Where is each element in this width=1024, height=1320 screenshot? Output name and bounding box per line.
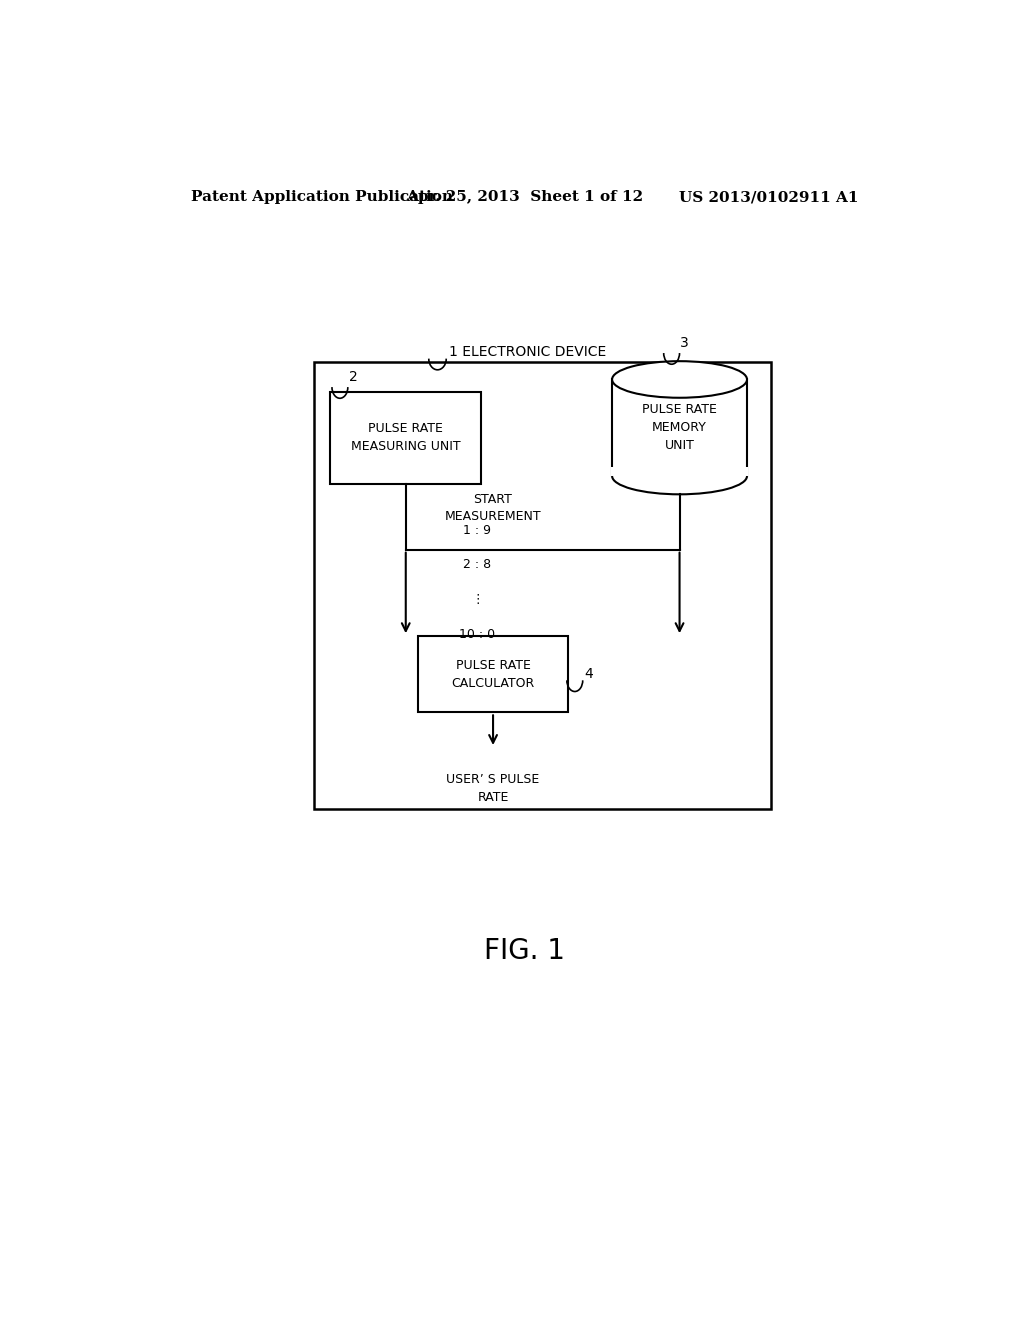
Text: 3: 3 <box>680 335 688 350</box>
Text: PULSE RATE
MEMORY
UNIT: PULSE RATE MEMORY UNIT <box>642 403 717 453</box>
Text: START
MEASUREMENT: START MEASUREMENT <box>444 494 542 523</box>
Text: Apr. 25, 2013  Sheet 1 of 12: Apr. 25, 2013 Sheet 1 of 12 <box>407 190 643 205</box>
Bar <box>418 636 568 713</box>
Text: US 2013/0102911 A1: US 2013/0102911 A1 <box>679 190 858 205</box>
Text: USER’ S PULSE
RATE: USER’ S PULSE RATE <box>446 774 540 804</box>
Text: 2: 2 <box>348 370 357 384</box>
Bar <box>314 362 771 809</box>
Text: PULSE RATE
MEASURING UNIT: PULSE RATE MEASURING UNIT <box>351 422 461 453</box>
Text: 1 : 9: 1 : 9 <box>463 524 492 537</box>
Text: PULSE RATE
CALCULATOR: PULSE RATE CALCULATOR <box>452 659 535 690</box>
Text: ⋮: ⋮ <box>471 593 483 606</box>
Bar <box>611 467 748 486</box>
Text: 10 : 0: 10 : 0 <box>459 627 496 640</box>
Text: 2 : 8: 2 : 8 <box>463 558 492 572</box>
Ellipse shape <box>612 362 748 397</box>
Text: FIG. 1: FIG. 1 <box>484 937 565 965</box>
Text: Patent Application Publication: Patent Application Publication <box>191 190 454 205</box>
Bar <box>612 379 748 477</box>
Text: 1 ELECTRONIC DEVICE: 1 ELECTRONIC DEVICE <box>450 345 606 359</box>
Bar <box>331 392 481 483</box>
Text: 4: 4 <box>585 667 593 681</box>
